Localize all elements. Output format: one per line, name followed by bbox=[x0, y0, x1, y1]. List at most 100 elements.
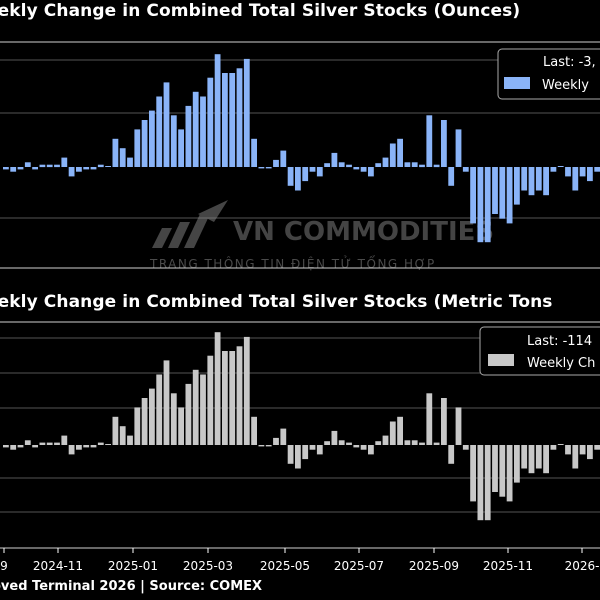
bar-weekly-change bbox=[3, 167, 9, 170]
bar-weekly-change bbox=[470, 445, 476, 502]
bar-weekly-change bbox=[514, 445, 520, 483]
bar-weekly-change bbox=[170, 115, 177, 167]
bar-weekly-change bbox=[433, 442, 440, 445]
bar-weekly-change bbox=[535, 445, 542, 469]
x-tick-label: 2025-01 bbox=[108, 559, 158, 573]
bar-weekly-change bbox=[565, 445, 571, 455]
bar-weekly-change bbox=[579, 445, 586, 455]
bar-weekly-change bbox=[514, 167, 520, 205]
bar-weekly-change bbox=[338, 440, 345, 445]
bar-weekly-change bbox=[419, 164, 425, 168]
legend-series-label: Weekly Ch bbox=[527, 356, 595, 371]
bar-weekly-change bbox=[76, 167, 82, 172]
bar-weekly-change bbox=[295, 167, 301, 191]
bar-weekly-change bbox=[68, 167, 75, 177]
bar-weekly-change bbox=[550, 167, 557, 172]
bar-weekly-change bbox=[404, 162, 411, 167]
bar-weekly-change bbox=[426, 393, 433, 445]
bar-weekly-change bbox=[389, 421, 396, 445]
bar-weekly-change bbox=[141, 120, 148, 167]
bar-weekly-change bbox=[287, 167, 294, 186]
bar-weekly-change bbox=[499, 445, 506, 497]
bar-weekly-change bbox=[448, 445, 455, 464]
bar-weekly-change bbox=[375, 163, 382, 167]
bar-weekly-change bbox=[185, 383, 192, 445]
bar-weekly-change bbox=[68, 445, 75, 455]
bar-weekly-change bbox=[236, 346, 243, 445]
bar-weekly-change bbox=[54, 442, 60, 445]
bar-weekly-change bbox=[572, 445, 579, 469]
bar-weekly-change bbox=[441, 120, 447, 167]
bar-weekly-change bbox=[375, 441, 382, 445]
bar-weekly-change bbox=[462, 167, 469, 172]
bar-weekly-change bbox=[360, 167, 367, 172]
bar-weekly-change bbox=[316, 445, 323, 455]
bar-weekly-change bbox=[214, 54, 221, 168]
bar-weekly-change bbox=[243, 336, 250, 445]
x-tick-label: 2025-05 bbox=[260, 559, 310, 573]
bar-weekly-change bbox=[273, 437, 279, 445]
x-tick-label: 9 bbox=[0, 559, 8, 573]
bar-weekly-change bbox=[302, 167, 309, 182]
bar-weekly-change bbox=[565, 167, 571, 177]
bar-weekly-change bbox=[229, 351, 236, 445]
legend-last-value: Last: -3, bbox=[543, 55, 596, 70]
bar-weekly-change bbox=[207, 77, 214, 167]
bar-weekly-change bbox=[222, 73, 228, 167]
legend-swatch bbox=[504, 77, 530, 89]
bar-weekly-change bbox=[170, 393, 177, 445]
bar-weekly-change bbox=[149, 110, 155, 167]
bar-weekly-change bbox=[200, 96, 206, 167]
bar-weekly-change bbox=[46, 164, 53, 168]
bar-weekly-change bbox=[397, 416, 403, 445]
bar-weekly-change bbox=[557, 166, 564, 167]
chart-title-metric-tons: eekly Change in Combined Total Silver St… bbox=[0, 292, 553, 312]
bar-weekly-change bbox=[521, 167, 528, 191]
bar-weekly-change bbox=[587, 167, 593, 182]
bar-weekly-change bbox=[346, 164, 352, 168]
bar-weekly-change bbox=[455, 129, 462, 167]
bar-weekly-change bbox=[389, 143, 396, 167]
bar-weekly-change bbox=[382, 435, 389, 445]
x-tick-label: 2025-09 bbox=[409, 559, 459, 573]
bar-weekly-change bbox=[236, 68, 243, 167]
bar-weekly-change bbox=[156, 96, 163, 167]
bar-weekly-change bbox=[280, 150, 287, 167]
bar-weekly-change bbox=[119, 148, 126, 167]
bar-weekly-change bbox=[10, 167, 17, 172]
bar-weekly-change bbox=[382, 157, 389, 167]
bar-weekly-change bbox=[543, 167, 549, 196]
bar-weekly-change bbox=[112, 416, 119, 445]
bar-weekly-change bbox=[192, 91, 199, 167]
bar-weekly-change bbox=[265, 445, 272, 447]
bar-weekly-change bbox=[24, 440, 31, 445]
bar-weekly-change bbox=[477, 445, 484, 521]
bar-weekly-change bbox=[229, 73, 236, 167]
bar-weekly-change bbox=[521, 445, 528, 469]
bar-weekly-change bbox=[265, 167, 272, 169]
bar-weekly-change bbox=[222, 351, 228, 445]
bar-weekly-change bbox=[83, 167, 90, 170]
bar-weekly-change bbox=[39, 442, 46, 445]
bar-weekly-change bbox=[185, 105, 192, 167]
x-tick-label: 2025-07 bbox=[334, 559, 384, 573]
bar-weekly-change bbox=[24, 162, 31, 167]
bar-weekly-change bbox=[163, 360, 170, 445]
bar-weekly-change bbox=[258, 445, 265, 447]
legend-metric-tons: Last: -114 Weekly Ch bbox=[479, 326, 600, 376]
bar-weekly-change bbox=[462, 445, 469, 450]
bar-weekly-change bbox=[426, 115, 433, 167]
bar-weekly-change bbox=[492, 167, 498, 214]
x-tick-label: 2025-03 bbox=[183, 559, 233, 573]
bar-weekly-change bbox=[535, 167, 542, 191]
bar-weekly-change bbox=[207, 355, 214, 445]
bar-weekly-change bbox=[258, 167, 265, 169]
bar-weekly-change bbox=[550, 445, 557, 450]
bar-weekly-change bbox=[127, 435, 133, 445]
bar-weekly-change bbox=[477, 167, 484, 243]
bar-weekly-change bbox=[32, 445, 38, 448]
legend-last-value: Last: -114 bbox=[527, 334, 592, 349]
bar-weekly-change bbox=[324, 441, 330, 445]
bar-weekly-change bbox=[90, 167, 97, 170]
